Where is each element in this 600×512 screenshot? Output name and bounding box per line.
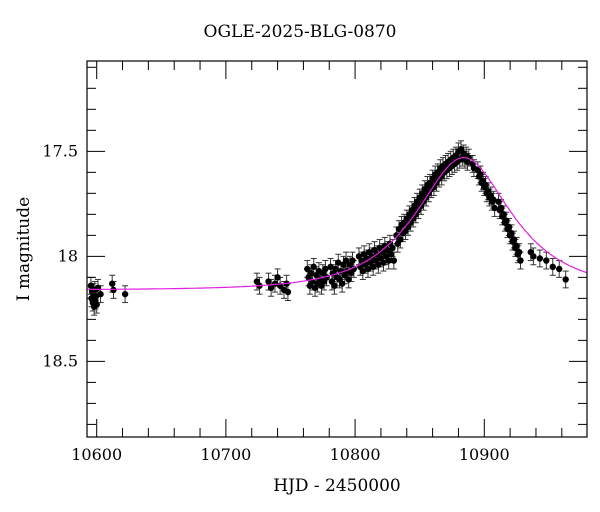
data-point <box>515 248 523 256</box>
data-point <box>543 257 550 264</box>
data-point <box>369 263 377 271</box>
data-point <box>327 263 334 271</box>
data-point <box>491 204 498 212</box>
data-point <box>500 211 507 218</box>
data-point <box>359 267 367 275</box>
data-point <box>349 257 356 264</box>
data-point <box>87 282 95 289</box>
data-point <box>503 217 510 224</box>
data-point <box>94 284 102 292</box>
data-point <box>556 265 563 273</box>
data-point <box>477 171 484 178</box>
y-tick-label: 17.5 <box>42 141 78 161</box>
data-point <box>379 248 386 256</box>
x-tick-label: 10800 <box>329 445 381 464</box>
data-point <box>307 269 315 277</box>
data-point <box>267 284 275 292</box>
data-point <box>332 265 339 273</box>
model-curve <box>87 157 588 290</box>
data-point <box>384 246 391 254</box>
data-point <box>121 290 129 298</box>
data-point <box>490 196 497 203</box>
data-point <box>331 282 338 289</box>
data-point <box>497 204 505 212</box>
data-point <box>380 259 387 266</box>
x-tick-label: 10900 <box>458 445 510 464</box>
data-point <box>536 255 544 262</box>
data-point <box>530 253 537 260</box>
data-point <box>358 257 365 264</box>
plot-frame <box>86 60 588 438</box>
data-point <box>322 265 329 273</box>
x-tick-label: 10700 <box>200 445 252 464</box>
data-point <box>505 223 513 231</box>
data-point <box>304 265 311 273</box>
data-point <box>364 265 372 273</box>
data-point <box>368 253 376 260</box>
y-tick-label: 18 <box>57 246 78 266</box>
data-point <box>271 280 279 287</box>
y-tick-label: 18.5 <box>42 351 78 371</box>
data-point <box>508 230 515 237</box>
data-point <box>390 257 398 264</box>
data-point <box>338 280 346 287</box>
data-point <box>393 232 400 239</box>
data-point <box>389 244 396 252</box>
data-point <box>93 301 100 308</box>
data-point <box>310 263 317 271</box>
data-point <box>265 278 272 285</box>
data-points <box>87 146 569 310</box>
data-point <box>274 274 281 281</box>
data-point <box>562 276 569 283</box>
axis-ticks <box>87 61 587 437</box>
data-point <box>284 288 292 296</box>
data-point <box>385 257 392 264</box>
data-point <box>397 236 404 243</box>
x-tick-label: 10600 <box>71 445 123 464</box>
data-point <box>97 290 104 298</box>
data-point <box>345 276 352 283</box>
data-point <box>517 257 524 264</box>
data-point <box>388 251 395 258</box>
data-point <box>110 286 117 294</box>
data-point <box>495 198 502 205</box>
data-point <box>335 259 342 266</box>
y-axis-label-text: I magnitude <box>14 196 34 302</box>
x-axis-label: HJD - 2450000 <box>273 476 401 496</box>
data-point <box>510 236 518 243</box>
data-point <box>342 257 350 264</box>
data-point <box>482 181 489 189</box>
data-point <box>549 263 556 271</box>
data-point <box>513 242 520 250</box>
data-point <box>108 280 116 287</box>
data-point <box>375 261 382 268</box>
chart-title: OGLE-2025-BLG-0870 <box>203 22 397 42</box>
